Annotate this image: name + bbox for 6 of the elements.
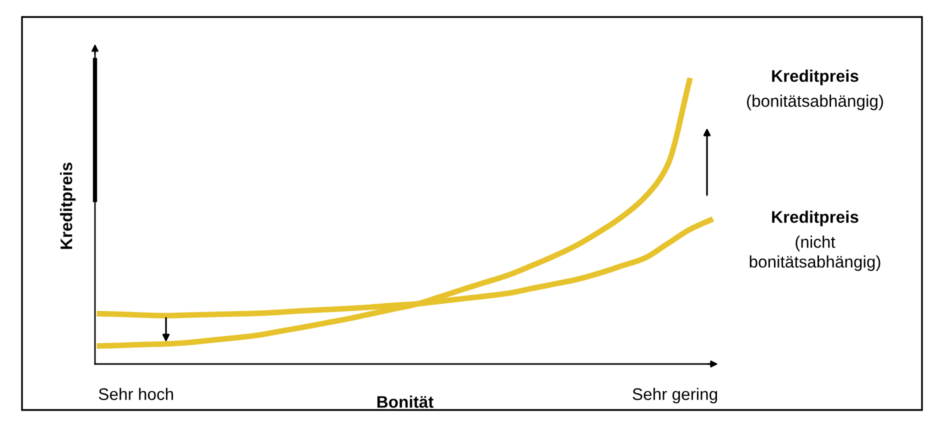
text: Sehr gering — [632, 388, 718, 404]
text: Kreditpreis (nicht bonitätsabhängig) — [750, 210, 880, 271]
text: Kreditpreis (bonitätsabhängig) — [747, 70, 883, 110]
text: Sehr hoch — [98, 388, 173, 400]
y-axis-title: Kreditpreis — [60, 162, 76, 249]
x-axis-title: Bonität — [377, 396, 434, 408]
